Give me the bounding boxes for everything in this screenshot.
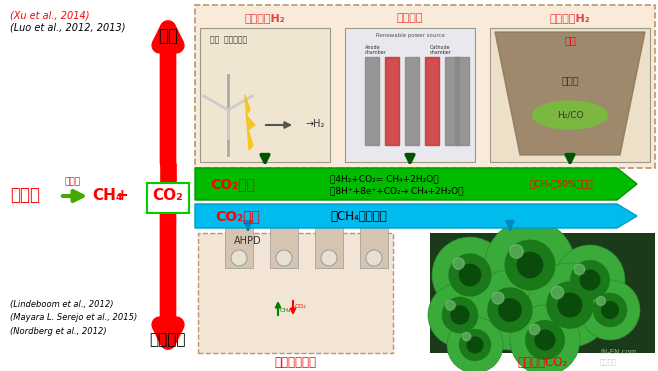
Circle shape: [276, 250, 292, 266]
Circle shape: [470, 270, 550, 350]
Circle shape: [467, 337, 483, 353]
Text: CH₄: CH₄: [92, 188, 122, 204]
Text: （CH₄有50%增量）: （CH₄有50%增量）: [530, 180, 594, 188]
Bar: [385, 57, 399, 145]
Text: Renewable power source: Renewable power source: [376, 33, 444, 37]
FancyArrow shape: [195, 204, 637, 228]
Circle shape: [594, 293, 626, 326]
Text: 下（乘）: 下（乘）: [150, 332, 186, 348]
Text: 微藻固定CO₂: 微藻固定CO₂: [518, 355, 568, 368]
Bar: [365, 57, 379, 145]
Circle shape: [231, 250, 247, 266]
FancyBboxPatch shape: [198, 233, 393, 353]
Text: 电甲烷化: 电甲烷化: [397, 13, 423, 23]
Circle shape: [601, 302, 619, 318]
Bar: [225, 208, 253, 268]
Circle shape: [535, 330, 555, 350]
Text: (Xu et al., 2014): (Xu et al., 2014): [10, 10, 89, 20]
Text: 合成气供H₂: 合成气供H₂: [549, 13, 590, 23]
Circle shape: [505, 240, 555, 290]
Circle shape: [526, 321, 565, 359]
Text: Cathode
chamber: Cathode chamber: [430, 45, 452, 55]
Circle shape: [580, 280, 640, 340]
Circle shape: [555, 245, 625, 315]
Circle shape: [597, 296, 605, 305]
FancyBboxPatch shape: [195, 5, 655, 168]
Circle shape: [442, 298, 478, 332]
Circle shape: [558, 293, 582, 317]
Text: 原位高压溶解: 原位高压溶解: [274, 355, 316, 368]
Circle shape: [529, 324, 540, 335]
Text: (Lindeboom et al., 2012): (Lindeboom et al., 2012): [10, 301, 113, 309]
Text: →H₂: →H₂: [305, 119, 324, 129]
Circle shape: [449, 254, 491, 296]
Text: (Mayara L. Serejo et al., 2015): (Mayara L. Serejo et al., 2015): [10, 313, 138, 322]
Text: AHPD: AHPD: [234, 236, 262, 246]
Text: (Nordberg et al., 2012): (Nordberg et al., 2012): [10, 326, 107, 335]
FancyBboxPatch shape: [147, 183, 189, 213]
Circle shape: [528, 263, 612, 347]
Text: 电解水制H₂: 电解水制H₂: [245, 13, 286, 23]
Text: 际能源网: 际能源网: [600, 359, 617, 365]
Polygon shape: [245, 95, 255, 150]
Circle shape: [570, 261, 609, 299]
Bar: [425, 57, 439, 145]
FancyArrow shape: [195, 168, 637, 200]
FancyBboxPatch shape: [345, 28, 475, 162]
Circle shape: [463, 332, 471, 341]
Text: 有机物: 有机物: [10, 186, 40, 204]
FancyBboxPatch shape: [200, 28, 330, 162]
Circle shape: [488, 288, 532, 332]
Circle shape: [447, 317, 503, 371]
FancyBboxPatch shape: [430, 233, 655, 353]
Circle shape: [499, 299, 521, 321]
Circle shape: [485, 220, 575, 310]
Text: +: +: [115, 188, 128, 204]
Bar: [270, 208, 298, 268]
Circle shape: [510, 305, 580, 371]
Text: CO₂去除: CO₂去除: [215, 209, 260, 223]
Text: （8H⁺+8e⁺+CO₂→ CH₄+2H₂O）: （8H⁺+8e⁺+CO₂→ CH₄+2H₂O）: [330, 187, 463, 196]
Circle shape: [451, 306, 469, 324]
Circle shape: [432, 237, 508, 313]
Circle shape: [551, 286, 564, 299]
Circle shape: [459, 329, 490, 360]
Text: 气化: 气化: [564, 35, 576, 45]
Text: CH₄: CH₄: [280, 308, 291, 312]
Circle shape: [428, 283, 492, 347]
Text: 上乘: 上乘: [158, 27, 178, 45]
FancyBboxPatch shape: [490, 28, 650, 162]
Circle shape: [459, 265, 480, 286]
Text: CO₂: CO₂: [153, 188, 184, 204]
Text: CO₂: CO₂: [295, 303, 307, 309]
Bar: [445, 57, 459, 145]
Text: 微生物: 微生物: [65, 177, 81, 187]
Text: (Luo et al., 2012, 2013): (Luo et al., 2012, 2013): [10, 23, 126, 33]
Circle shape: [580, 270, 600, 290]
Circle shape: [321, 250, 337, 266]
Circle shape: [453, 258, 465, 269]
Circle shape: [547, 282, 593, 328]
Text: （4H₂+CO₂= CH₄+2H₂O）: （4H₂+CO₂= CH₄+2H₂O）: [330, 174, 439, 184]
Circle shape: [366, 250, 382, 266]
Circle shape: [445, 301, 455, 310]
Bar: [360, 208, 388, 268]
Bar: [455, 57, 469, 145]
Ellipse shape: [532, 101, 607, 129]
Circle shape: [492, 292, 504, 304]
Text: 合成气: 合成气: [561, 75, 579, 85]
Text: CO₂利用: CO₂利用: [210, 177, 255, 191]
Text: H₂/CO: H₂/CO: [557, 111, 583, 119]
Text: IN-EN.com: IN-EN.com: [600, 349, 636, 355]
Bar: [315, 208, 343, 268]
Circle shape: [574, 264, 585, 275]
Bar: [405, 57, 419, 145]
Polygon shape: [495, 32, 645, 155]
Circle shape: [510, 245, 523, 258]
Text: 风能  电解水制氢: 风能 电解水制氢: [210, 36, 247, 45]
Text: （CH₄无增量）: （CH₄无增量）: [330, 210, 387, 223]
Text: Anode
chamber: Anode chamber: [365, 45, 387, 55]
Circle shape: [517, 252, 543, 278]
